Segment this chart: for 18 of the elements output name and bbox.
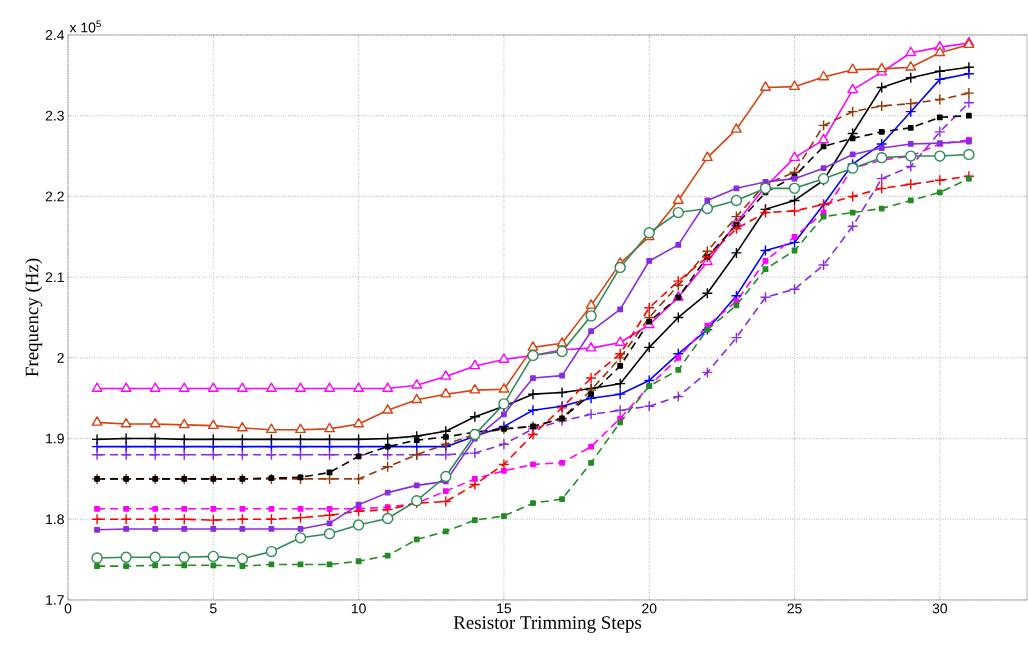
x-tick-label: 20: [642, 603, 657, 614]
x-tick-label: 25: [787, 603, 802, 614]
x-tick-label: 15: [497, 603, 512, 614]
text: x 10$^{5}$: [69, 20, 101, 33]
y-axis-title: Frequency (Hz): [25, 258, 43, 377]
y-tick-label: 1.8: [46, 514, 64, 525]
x-tick-label: 30: [932, 603, 948, 614]
y-tick-label: 2.1: [45, 272, 64, 282]
y-tick-label: 2.3: [45, 110, 64, 121]
x-tick-label: 5: [210, 603, 217, 614]
x-tick-label: 10: [351, 603, 366, 614]
x-axis-title: Resistor Trimming Steps: [453, 616, 642, 633]
y-tick-label: 2: [57, 352, 64, 363]
y-tick-label: 1.9: [46, 433, 64, 444]
y-tick-label: 2.2: [45, 191, 64, 202]
y-tick-label: 1.7: [46, 595, 64, 605]
y-tick-label: 2.4: [45, 30, 65, 40]
x-tick-label: 0: [64, 603, 72, 614]
